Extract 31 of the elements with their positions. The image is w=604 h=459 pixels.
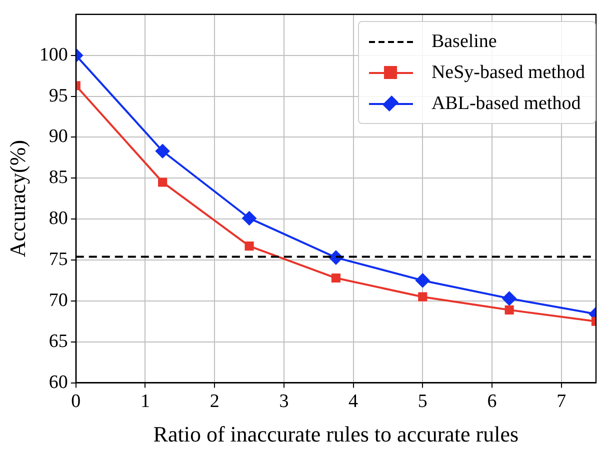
y-tick-label: 95 [48, 85, 68, 106]
y-tick-label: 70 [48, 290, 68, 311]
point [331, 273, 340, 283]
legend-label: ABL-based method [431, 92, 581, 114]
x-tick-label: 6 [487, 391, 497, 412]
point [502, 291, 516, 306]
y-tick-label: 100 [39, 44, 68, 66]
point [504, 305, 514, 314]
x-tick-label: 0 [71, 391, 81, 412]
point [156, 144, 170, 158]
y-tick-label: 90 [48, 126, 68, 148]
point [242, 211, 256, 226]
y-tick-label: 60 [48, 372, 68, 393]
point [244, 242, 254, 251]
point [158, 178, 168, 187]
x-axis-title: Ratio of inaccurate rules to accurate rules [153, 422, 519, 447]
point [416, 273, 430, 288]
y-tick-label: 65 [48, 330, 68, 352]
legend-label: NeSy-based method [431, 62, 585, 84]
y-axis-title: Accuracy(%) [4, 140, 30, 258]
y-tick-label: 75 [48, 248, 68, 270]
x-tick-label: 5 [418, 391, 428, 412]
x-tick-label: 7 [556, 391, 566, 412]
x-tick-label: 1 [140, 391, 150, 412]
x-tick-label: 4 [348, 391, 359, 412]
x-tick-label: 2 [210, 391, 220, 412]
y-tick-label: 85 [48, 167, 68, 188]
legend-label: Baseline [431, 30, 497, 52]
y-tick-label: 80 [48, 208, 68, 230]
point [418, 292, 428, 302]
x-tick-label: 3 [279, 391, 289, 412]
